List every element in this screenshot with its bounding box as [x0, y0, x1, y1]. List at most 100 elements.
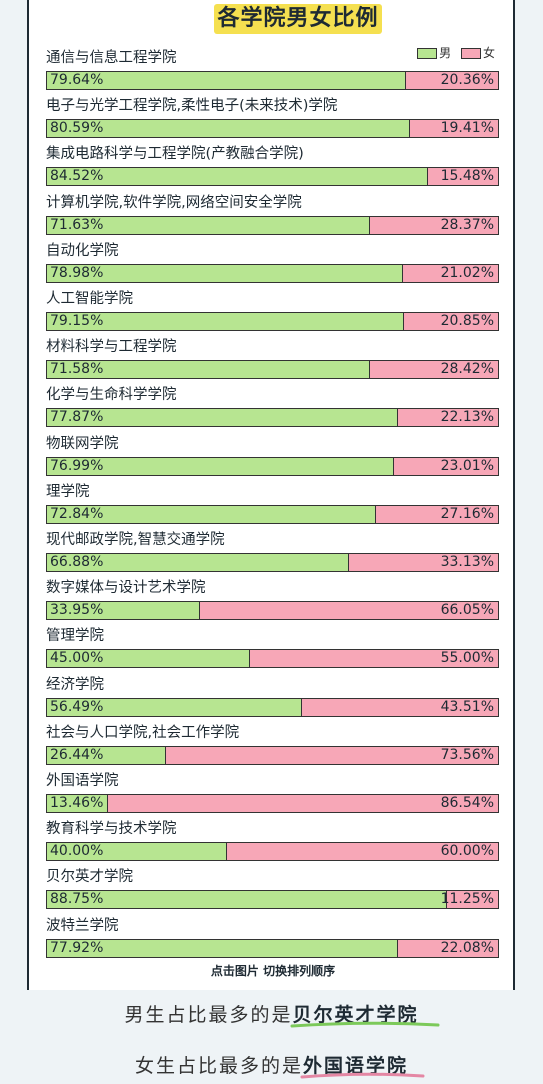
- title-highlight: 各学院男女比例: [214, 4, 382, 34]
- bar-male: [47, 409, 399, 427]
- category-label: 通信与信息工程学院: [46, 50, 177, 66]
- bar-female: 77.92% 22.08%: [46, 938, 499, 958]
- category-label: 现代邮政学院,智慧交通学院: [46, 532, 225, 548]
- summary-male-underline: [290, 1021, 440, 1028]
- legend: 男 女: [411, 44, 495, 61]
- category-label: 计算机学院,软件学院,网络空间安全学院: [46, 194, 302, 211]
- category-label: 管理学院: [46, 628, 104, 645]
- bar-female: 72.84% 27.16%: [46, 504, 499, 524]
- value-label-male: 88.75%: [50, 891, 104, 908]
- legend-label-male: 男: [439, 46, 452, 60]
- value-label-male: 71.58%: [50, 361, 104, 378]
- category-label: 经济学院: [46, 676, 104, 693]
- bar-female: 71.58% 28.42%: [46, 360, 499, 380]
- value-label-female: 28.37%: [440, 216, 494, 233]
- category-label: 人工智能学院: [46, 291, 133, 307]
- bar-male: [47, 457, 395, 475]
- bar-female: 13.46% 86.54%: [46, 794, 499, 813]
- bar-female: 56.49% 43.51%: [46, 697, 499, 717]
- value-label-female: 73.56%: [440, 746, 494, 763]
- value-label-female: 22.08%: [440, 939, 494, 956]
- bar-female: 40.00% 60.00%: [46, 842, 499, 862]
- category-label: 波特兰学院: [46, 917, 119, 934]
- summary-male: 男生占比最多的是贝尔英才学院: [0, 1000, 543, 1027]
- value-label-male: 79.64%: [50, 72, 104, 88]
- legend-item-male: 男: [417, 44, 451, 61]
- summary-male-highlight: 贝尔英才学院: [292, 1004, 419, 1026]
- value-label-male: 13.46%: [50, 795, 104, 811]
- legend-swatch-female: [460, 48, 481, 59]
- category-label: 外国语学院: [46, 773, 119, 789]
- value-label-male: 26.44%: [50, 746, 104, 763]
- value-label-male: 78.98%: [50, 264, 104, 281]
- bar-male: [47, 554, 349, 571]
- summary-female-prefix: 女生占比最多的是: [134, 1055, 303, 1077]
- category-label: 自动化学院: [46, 242, 119, 259]
- bar-female: 79.15% 20.85%: [46, 312, 499, 331]
- value-label-female: 27.16%: [440, 505, 494, 522]
- legend-label-female: 女: [482, 46, 495, 60]
- bar-male: [47, 361, 370, 379]
- category-label: 社会与人口学院,社会工作学院: [46, 724, 240, 741]
- value-label-male: 72.84%: [50, 505, 104, 522]
- sort-toggle-hint[interactable]: 点击图片 切换排列顺序: [210, 964, 336, 978]
- value-label-female: 43.51%: [440, 698, 494, 715]
- value-label-female: 22.13%: [440, 409, 494, 426]
- category-label: 数字媒体与设计艺术学院: [46, 580, 206, 597]
- bar-male: [47, 795, 108, 812]
- value-label-male: 80.59%: [50, 120, 104, 137]
- summary-female-underline: [300, 1072, 425, 1079]
- value-label-male: 45.00%: [50, 650, 104, 667]
- value-label-female: 55.00%: [440, 650, 494, 667]
- bar-male: [47, 698, 302, 716]
- bar-male: [47, 650, 250, 668]
- value-label-female: 28.42%: [440, 361, 494, 378]
- bar-female: 80.59% 19.41%: [46, 119, 499, 139]
- value-label-male: 77.92%: [50, 939, 104, 956]
- category-label: 材料科学与工程学院: [46, 339, 177, 356]
- bar-female: 77.87% 22.13%: [46, 408, 499, 428]
- bar-male: [47, 939, 399, 957]
- bar-male: [47, 216, 371, 234]
- value-label-female: 20.36%: [440, 72, 494, 88]
- value-label-male: 33.95%: [50, 602, 104, 619]
- bar-female: 66.88% 33.13%: [46, 553, 499, 572]
- value-label-male: 77.87%: [50, 409, 104, 426]
- chart-card[interactable]: 各学院男女比例 男 女 通信与信息工程学院 79.64% 20.36% 电子与光学工程…: [27, 0, 515, 990]
- value-label-male: 71.63%: [50, 216, 104, 233]
- bar-female: 26.44% 73.56%: [46, 745, 499, 765]
- category-label: 电子与光学工程学院,柔性电子(未来技术)学院: [46, 98, 338, 115]
- bar-female: 84.52% 15.48%: [46, 167, 499, 187]
- bar-female: 76.99% 23.01%: [46, 456, 499, 476]
- category-label: 物联网学院: [46, 435, 119, 452]
- bar-female: 79.64% 20.36%: [46, 71, 499, 90]
- chart-title: 各学院男女比例: [217, 6, 379, 31]
- value-label-female: 19.41%: [440, 120, 494, 137]
- value-label-female: 66.05%: [440, 602, 494, 619]
- bar-female: 78.98% 21.02%: [46, 263, 499, 283]
- bar-male: [47, 505, 376, 523]
- bar-male: [47, 843, 228, 861]
- bar-male: [47, 264, 404, 282]
- bar-female: 45.00% 55.00%: [46, 649, 499, 669]
- value-label-male: 79.15%: [50, 313, 104, 329]
- category-label: 化学与生命科学学院: [46, 387, 177, 404]
- bar-male: [47, 891, 448, 909]
- value-label-male: 66.88%: [50, 554, 104, 570]
- value-label-female: 23.01%: [440, 457, 494, 474]
- category-label: 贝尔英才学院: [46, 869, 133, 886]
- category-label: 教育科学与技术学院: [46, 821, 177, 838]
- bar-male: [47, 602, 201, 620]
- bar-male: [47, 168, 429, 186]
- value-label-male: 84.52%: [50, 168, 104, 185]
- bar-male: [47, 746, 167, 764]
- summary-female-highlight: 外国语学院: [303, 1055, 409, 1077]
- value-label-female: 15.48%: [440, 168, 494, 185]
- bar-male: [47, 313, 404, 330]
- value-label-female: 21.02%: [440, 264, 494, 281]
- value-label-female: 86.54%: [440, 795, 494, 811]
- value-label-female: 33.13%: [440, 554, 494, 570]
- bar-female: 33.95% 66.05%: [46, 601, 499, 621]
- summary-male-prefix: 男生占比最多的是: [124, 1004, 293, 1026]
- value-label-male: 40.00%: [50, 843, 104, 860]
